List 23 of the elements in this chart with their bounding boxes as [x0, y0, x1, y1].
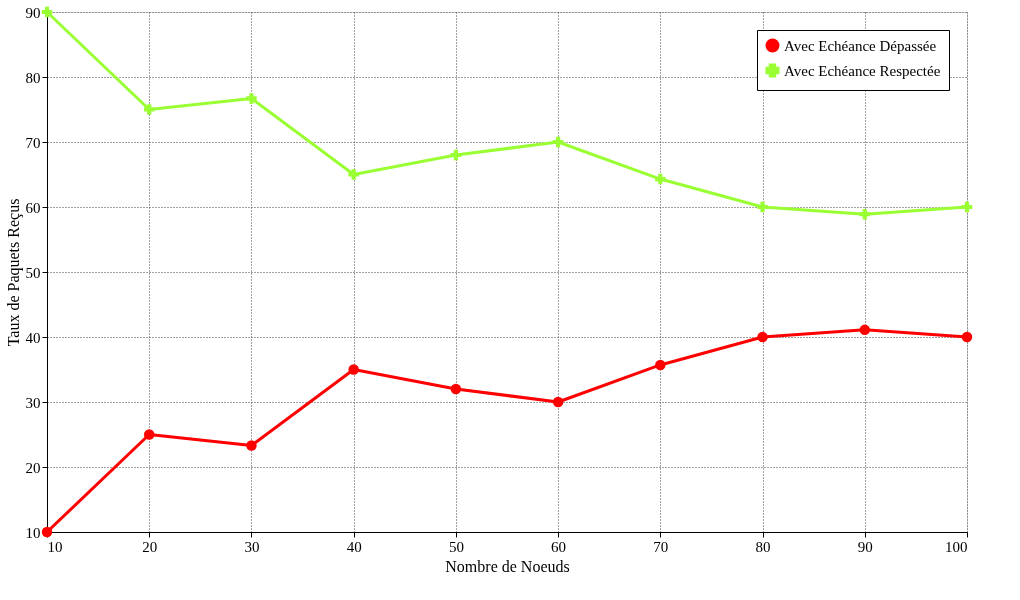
- y-tick-label: 50: [25, 264, 41, 281]
- x-tick-label: 100: [945, 538, 968, 555]
- y-tick-label: 60: [25, 199, 41, 216]
- legend-label: Avec Echéance Dépassée: [784, 37, 937, 54]
- x-tick-label: 80: [755, 538, 771, 555]
- x-tick-label: 90: [857, 538, 873, 555]
- x-tick-label: 70: [653, 538, 669, 555]
- y-tick-label: 30: [25, 394, 41, 411]
- x-axis-title: Nombre de Noeuds: [445, 557, 570, 575]
- x-tick-label: 40: [346, 538, 362, 555]
- y-tick-label: 10: [25, 524, 41, 541]
- y-tick-label: 70: [25, 134, 41, 151]
- y-axis-title: Taux de Paquets Reçus: [4, 198, 23, 347]
- x-tick-label: 20: [142, 538, 158, 555]
- x-tick-label: 50: [448, 538, 464, 555]
- y-tick-label: 80: [25, 69, 41, 86]
- y-tick-label: 90: [25, 4, 41, 21]
- y-tick-label: 40: [25, 329, 41, 346]
- x-tick-label: 60: [551, 538, 567, 555]
- x-tick-label: 30: [244, 538, 260, 555]
- legend-label: Avec Echéance Respectée: [784, 62, 941, 79]
- x-tick-label: 10: [47, 538, 63, 555]
- y-tick-label: 20: [25, 459, 41, 476]
